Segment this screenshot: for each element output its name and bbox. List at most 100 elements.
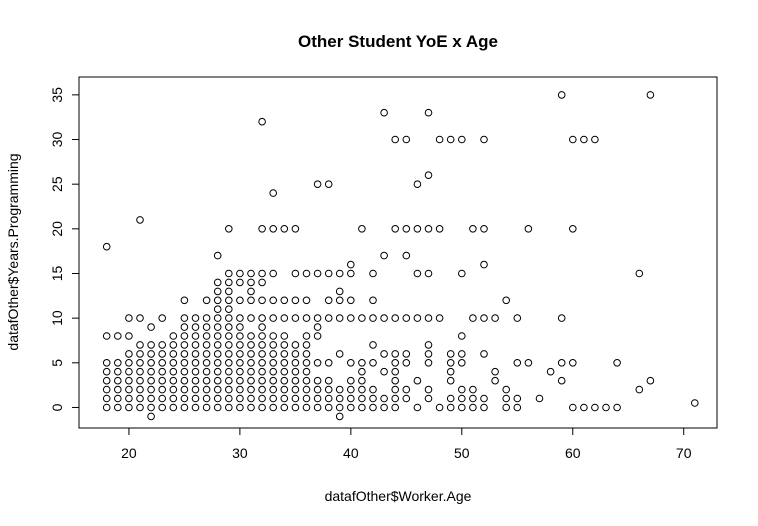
- data-point: [247, 350, 255, 358]
- data-point: [335, 314, 344, 322]
- y-tick-label: 0: [49, 403, 65, 411]
- data-point: [258, 314, 266, 322]
- data-point: [225, 385, 233, 394]
- data-point: [269, 314, 278, 322]
- data-point: [435, 314, 444, 322]
- data-point: [424, 350, 433, 358]
- data-point: [313, 385, 322, 394]
- data-point: [191, 403, 200, 412]
- data-point: [258, 269, 266, 278]
- data-point: [291, 403, 300, 412]
- data-point: [513, 403, 522, 412]
- data-point: [158, 314, 166, 322]
- data-point: [102, 394, 111, 403]
- data-point: [169, 332, 178, 340]
- data-point: [169, 367, 178, 376]
- data-point: [125, 394, 133, 403]
- data-point: [136, 367, 144, 376]
- data-point: [424, 314, 433, 322]
- data-point: [213, 403, 222, 412]
- data-point: [380, 394, 388, 403]
- data-point: [402, 225, 411, 233]
- data-point: [324, 359, 333, 367]
- data-point: [524, 225, 533, 233]
- data-point: [202, 403, 211, 412]
- data-point: [147, 403, 155, 412]
- data-point: [435, 135, 444, 144]
- data-point: [613, 359, 621, 367]
- data-point: [180, 403, 189, 412]
- data-point: [225, 341, 233, 349]
- data-point: [446, 403, 455, 412]
- data-point: [391, 359, 400, 367]
- data-point: [291, 359, 300, 367]
- data-point: [347, 314, 355, 322]
- data-point: [258, 323, 266, 331]
- data-point: [236, 350, 244, 358]
- data-point: [258, 359, 266, 367]
- data-point: [258, 341, 266, 349]
- data-point: [313, 180, 322, 188]
- data-point: [236, 278, 244, 287]
- data-point: [291, 376, 300, 385]
- data-point: [225, 225, 233, 233]
- data-point: [202, 359, 211, 367]
- data-point: [446, 350, 455, 358]
- data-point: [535, 394, 544, 403]
- data-point: [202, 367, 211, 376]
- data-point: [202, 341, 211, 349]
- data-point: [413, 376, 422, 385]
- data-point: [114, 385, 122, 394]
- data-point: [446, 367, 455, 376]
- data-point: [125, 385, 133, 394]
- data-point: [158, 394, 166, 403]
- data-point: [302, 385, 311, 394]
- data-point: [458, 332, 466, 340]
- data-point: [380, 314, 388, 322]
- data-point: [446, 376, 455, 385]
- data-point: [213, 278, 222, 287]
- data-point: [313, 332, 322, 340]
- data-point: [169, 394, 178, 403]
- data-point: [191, 332, 200, 340]
- data-point: [258, 394, 266, 403]
- data-point: [114, 359, 122, 367]
- data-point: [513, 359, 522, 367]
- data-point: [147, 412, 155, 421]
- data-point: [213, 251, 222, 260]
- data-point: [358, 367, 366, 376]
- data-point: [191, 359, 200, 367]
- data-point: [114, 394, 122, 403]
- data-point: [280, 296, 289, 305]
- data-point: [380, 403, 388, 412]
- x-tick-label: 60: [565, 445, 581, 461]
- data-point: [569, 403, 577, 412]
- y-axis: 0 5 10 15 20 25 30 35: [49, 87, 80, 411]
- data-point: [280, 341, 289, 349]
- data-point: [169, 376, 178, 385]
- data-point: [469, 394, 477, 403]
- data-point: [302, 350, 311, 358]
- data-point: [225, 278, 233, 287]
- data-point: [580, 135, 588, 144]
- y-tick-label: 35: [49, 87, 65, 103]
- data-point: [102, 376, 111, 385]
- data-point: [280, 225, 289, 233]
- data-point: [424, 108, 433, 117]
- data-point: [291, 225, 300, 233]
- data-point: [324, 403, 333, 412]
- data-point: [269, 189, 278, 197]
- data-point: [136, 341, 144, 349]
- data-point: [258, 367, 266, 376]
- data-point: [247, 394, 255, 403]
- data-point: [258, 350, 266, 358]
- data-point: [136, 216, 144, 224]
- data-point: [380, 108, 388, 117]
- data-point: [236, 367, 244, 376]
- data-point: [258, 376, 266, 385]
- data-point: [524, 359, 533, 367]
- data-point: [280, 350, 289, 358]
- data-point: [202, 350, 211, 358]
- data-point: [402, 350, 411, 358]
- data-point: [169, 359, 178, 367]
